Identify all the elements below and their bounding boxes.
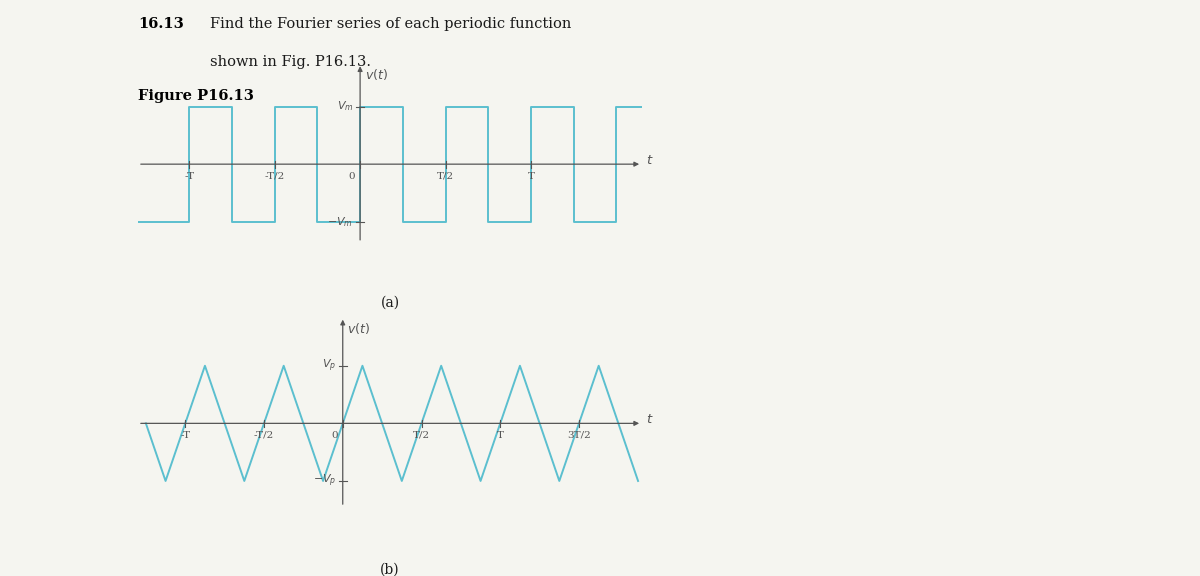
Text: $t$: $t$ [647,154,654,166]
Text: $V_p$: $V_p$ [323,358,336,374]
Text: $V_m$: $V_m$ [337,100,353,113]
Text: 3T/2: 3T/2 [568,431,590,440]
Text: -T/2: -T/2 [254,431,274,440]
Text: T/2: T/2 [413,431,430,440]
Text: shown in Fig. P16.13.: shown in Fig. P16.13. [210,55,371,69]
Text: T: T [528,172,534,181]
Text: T/2: T/2 [437,172,454,181]
Text: $v(t)$: $v(t)$ [348,321,371,336]
Text: Figure P16.13: Figure P16.13 [138,89,254,103]
Text: Find the Fourier series of each periodic function: Find the Fourier series of each periodic… [210,17,571,31]
Text: $t$: $t$ [646,413,654,426]
Text: $v(t)$: $v(t)$ [365,67,389,82]
Text: (a): (a) [380,295,400,309]
Text: 16.13: 16.13 [138,17,184,31]
Text: -T: -T [184,172,194,181]
Text: 0: 0 [348,172,355,181]
Text: 0: 0 [331,431,338,440]
Text: $-V_p$: $-V_p$ [313,473,336,489]
Text: $-V_m$: $-V_m$ [328,215,353,229]
Text: (b): (b) [380,563,400,576]
Text: -T: -T [180,431,191,440]
Text: T: T [497,431,504,440]
Text: -T/2: -T/2 [264,172,284,181]
